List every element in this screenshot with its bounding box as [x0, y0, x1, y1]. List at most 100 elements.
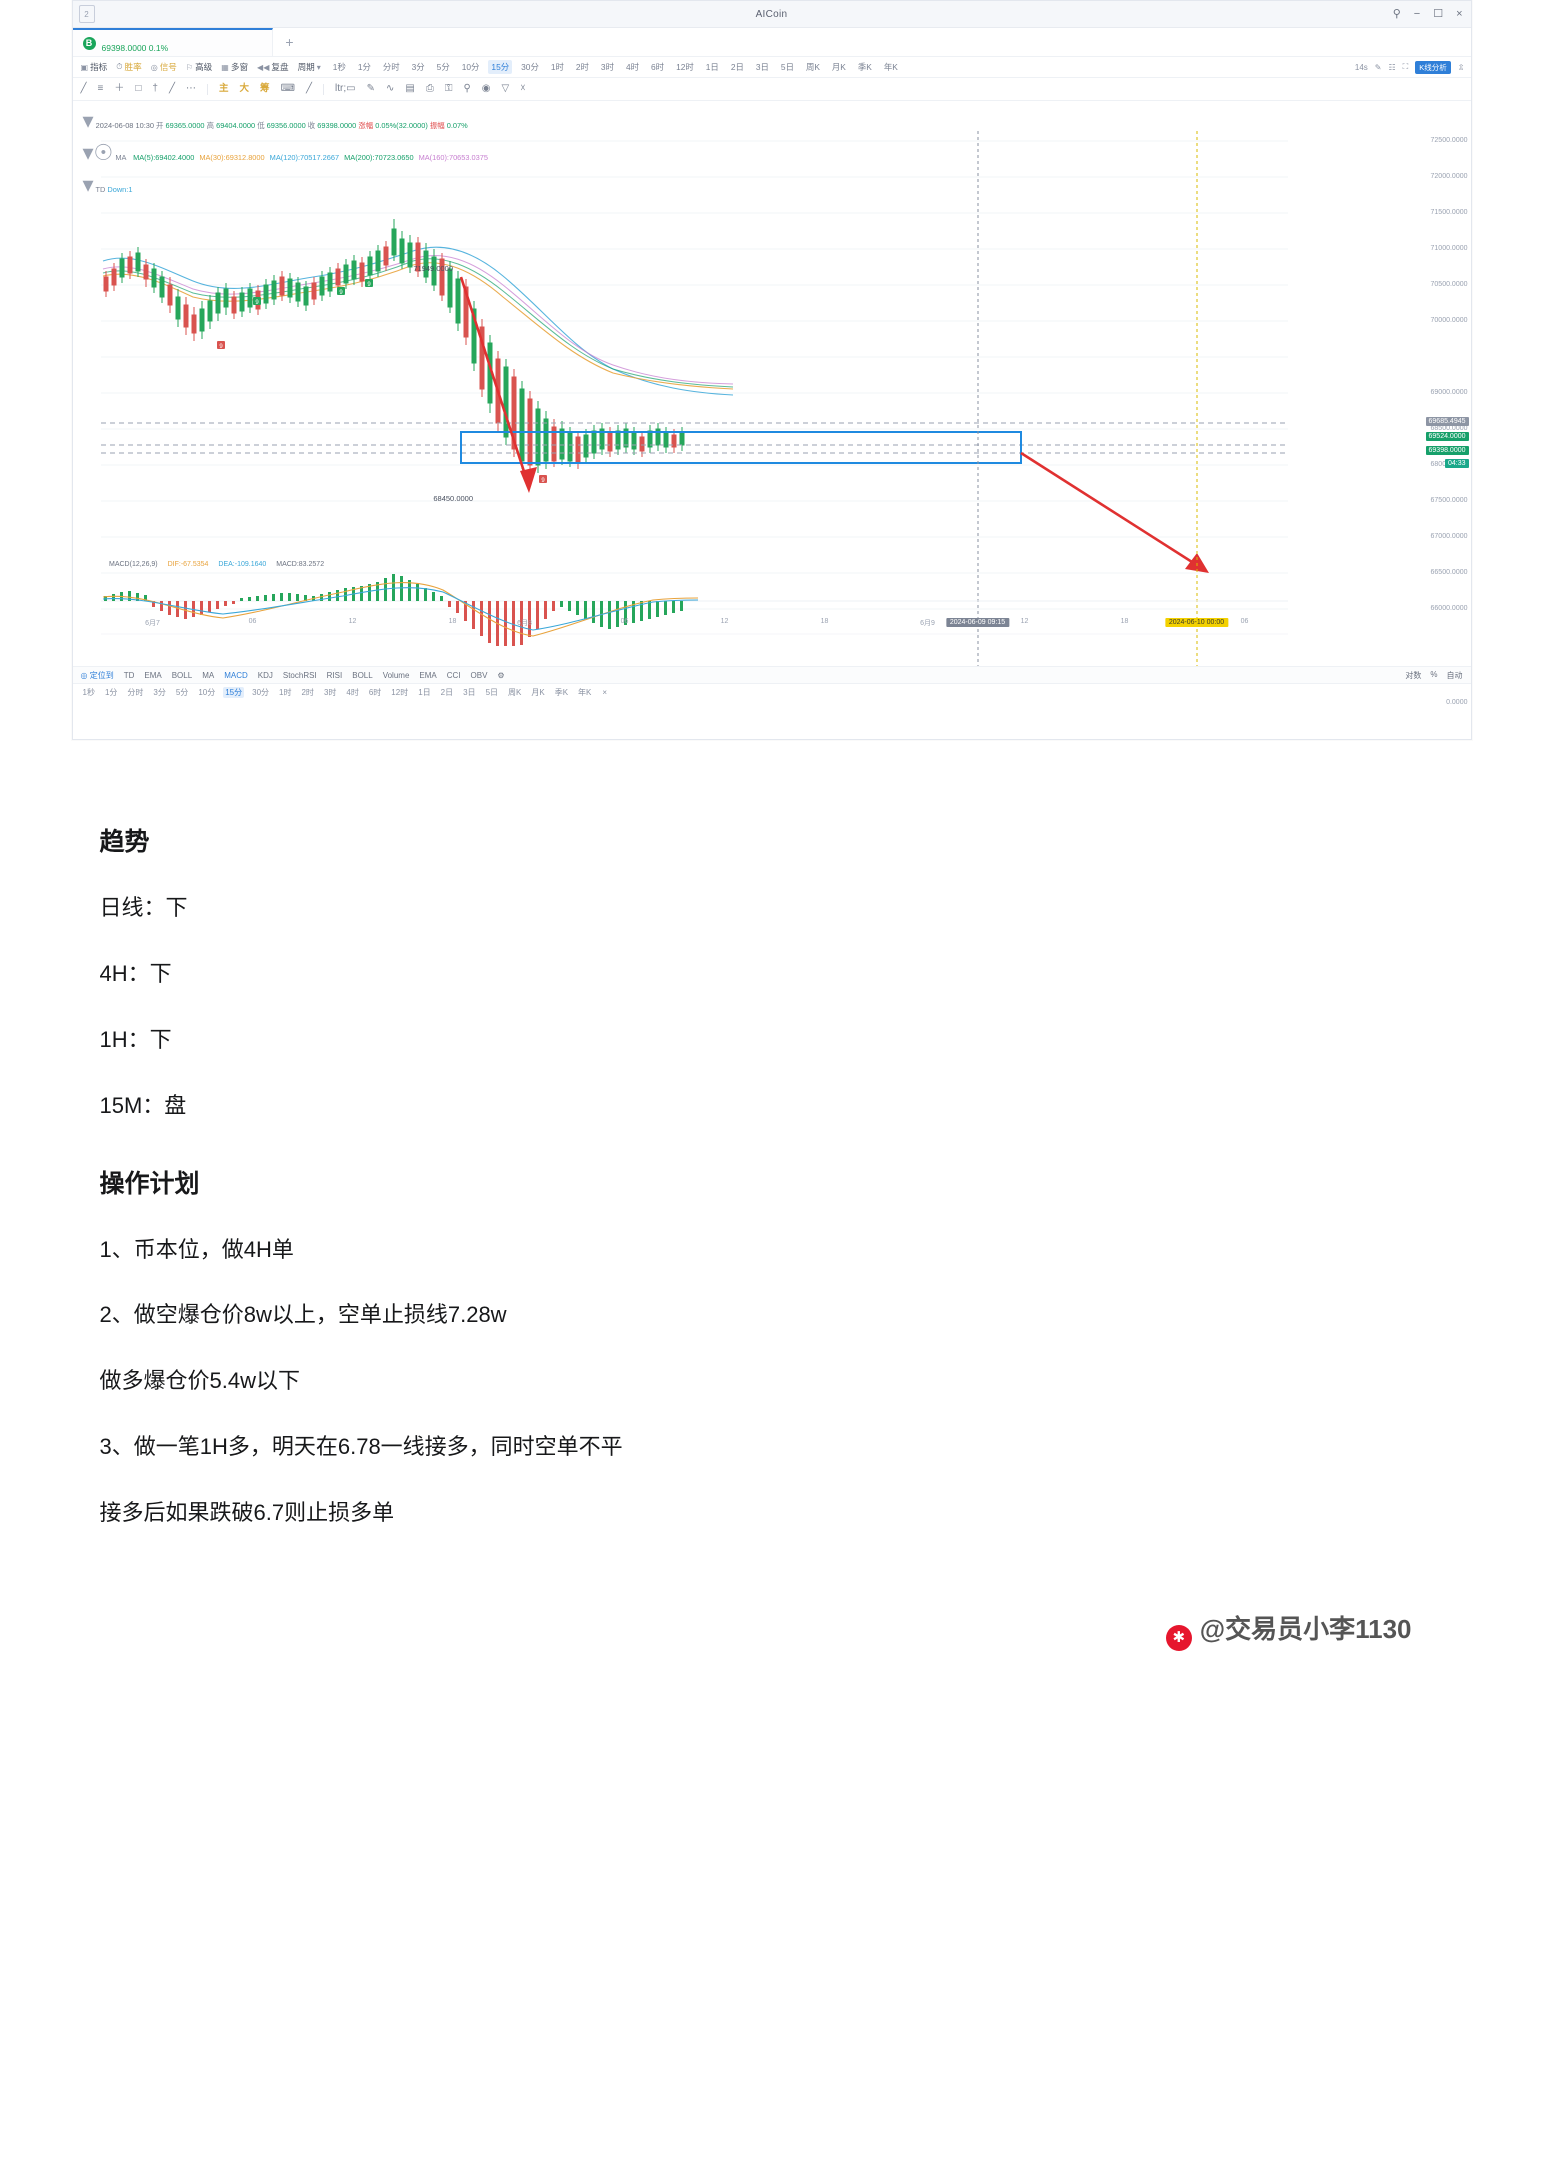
- indicator-EMA[interactable]: EMA: [419, 670, 437, 680]
- bottom-timeframe-1秒[interactable]: 1秒: [82, 687, 95, 697]
- indicator-OBV[interactable]: OBV: [470, 670, 488, 680]
- share-icon[interactable]: ⇫: [1457, 62, 1465, 72]
- close-bar-button[interactable]: ×: [602, 687, 608, 697]
- expand-icon[interactable]: ⛶: [1402, 62, 1409, 71]
- bottom-timeframe-5分[interactable]: 5分: [175, 687, 189, 697]
- timeframe-10分[interactable]: 10分: [461, 62, 480, 72]
- bottom-timeframe-季K[interactable]: 季K: [554, 687, 569, 697]
- bottom-timeframe-1时[interactable]: 1时: [279, 687, 292, 697]
- timeframe-6时[interactable]: 6时: [651, 62, 665, 72]
- timeframe-1分[interactable]: 1分: [357, 62, 371, 72]
- bottom-timeframe-1日[interactable]: 1日: [418, 687, 431, 697]
- add-tab-button[interactable]: +: [285, 34, 294, 50]
- chart-canvas[interactable]: ▾ 2024-06-08 10:30 开 69365.0000 高 69404.…: [72, 101, 1471, 706]
- price-axis[interactable]: 72500.0000 72000.0000 71500.0000 71000.0…: [1409, 101, 1471, 706]
- bottom-timeframe-3分[interactable]: 3分: [153, 687, 166, 697]
- brush-icon[interactable]: ∿: [385, 83, 395, 94]
- timeframe-2日[interactable]: 2日: [730, 62, 744, 72]
- measure-icon[interactable]: ⚲: [463, 83, 471, 94]
- close-icon[interactable]: ×: [1456, 7, 1463, 20]
- bottom-timeframe-15分[interactable]: 15分: [223, 686, 245, 698]
- indicator-EMA[interactable]: EMA: [144, 670, 162, 680]
- timeframe-30分[interactable]: 30分: [521, 62, 539, 72]
- kline-analysis-badge[interactable]: K线分析: [1415, 60, 1451, 74]
- bottom-timeframe-月K[interactable]: 月K: [531, 687, 545, 697]
- indicator-MA[interactable]: MA: [202, 670, 215, 680]
- rectangle-tool-icon[interactable]: □: [135, 83, 142, 94]
- timeframe-1日[interactable]: 1日: [705, 62, 719, 72]
- maximize-button[interactable]: ☐: [1433, 7, 1444, 20]
- indicator-KDJ[interactable]: KDJ: [257, 670, 273, 680]
- time-axis[interactable]: 6月7 06 12 18 6月8 06 12 18 6月9 12 18 06 2…: [73, 618, 1471, 632]
- bookmark-icon[interactable]: ltr;▭: [335, 83, 356, 94]
- bottom-timeframe-2日[interactable]: 2日: [440, 687, 454, 697]
- bottom-timeframe-3日[interactable]: 3日: [463, 687, 476, 697]
- more-tool-icon[interactable]: ⋯: [186, 83, 197, 94]
- lock-icon[interactable]: ⚿: [444, 83, 453, 94]
- toolbar-item-winrate[interactable]: ⏱ 胜率: [116, 61, 141, 73]
- bottom-timeframe-年K[interactable]: 年K: [578, 687, 592, 697]
- big-order-tool[interactable]: 大: [239, 83, 250, 95]
- bottom-timeframe-2时[interactable]: 2时: [301, 687, 314, 697]
- log-scale-toggle[interactable]: 对数: [1405, 670, 1422, 680]
- bottom-timeframe-3时[interactable]: 3时: [323, 687, 337, 697]
- trash-icon[interactable]: ☓: [520, 83, 526, 94]
- indicator-StochRSI[interactable]: StochRSI: [282, 670, 317, 680]
- timeframe-5日[interactable]: 5日: [780, 62, 794, 72]
- filter-icon[interactable]: ▽: [501, 83, 510, 94]
- timeframe-3日[interactable]: 3日: [755, 62, 769, 72]
- indicator-RISI[interactable]: RISI: [326, 670, 343, 680]
- parallel-lines-tool-icon[interactable]: ≡: [97, 83, 104, 94]
- timeframe-季K[interactable]: 季K: [857, 62, 872, 72]
- eraser-icon[interactable]: ✎: [366, 83, 375, 94]
- timeframe-1时[interactable]: 1时: [550, 62, 564, 72]
- toolbar-item-multiwindow[interactable]: ▦ 多窗: [221, 61, 248, 73]
- timeframe-年K[interactable]: 年K: [883, 62, 898, 72]
- timeframe-1秒[interactable]: 1秒: [332, 62, 346, 72]
- indicator-MACD[interactable]: MACD: [224, 670, 248, 680]
- percent-toggle[interactable]: %: [1430, 669, 1438, 679]
- toolbar-item-period[interactable]: 周期 ▾: [298, 61, 321, 73]
- chips-tool[interactable]: 筹: [260, 83, 270, 95]
- bottom-timeframe-30分[interactable]: 30分: [252, 687, 270, 697]
- camera-icon[interactable]: ☷: [1388, 62, 1396, 72]
- bottom-timeframe-分时[interactable]: 分时: [127, 687, 144, 697]
- indicator-Volume[interactable]: Volume: [382, 670, 410, 680]
- settings-icon[interactable]: ⚙: [497, 670, 505, 680]
- timeframe-3时[interactable]: 3时: [600, 62, 614, 72]
- indicator-BOLL[interactable]: BOLL: [171, 670, 193, 680]
- magnet-icon[interactable]: ⌨: [280, 83, 295, 94]
- bottom-timeframe-6时[interactable]: 6时: [368, 687, 382, 697]
- toolbar-item-signal[interactable]: ◎ 信号: [151, 61, 177, 73]
- timeframe-5分[interactable]: 5分: [436, 62, 450, 72]
- timeframe-3分[interactable]: 3分: [411, 62, 425, 72]
- symbol-tab-btcusd[interactable]: B BTC/USD 69398.0000 0.1%: [72, 1, 273, 56]
- trend-line-tool-icon[interactable]: ╱: [168, 83, 176, 94]
- visibility-icon[interactable]: ◉: [481, 83, 491, 94]
- text-tool-icon[interactable]: †: [152, 83, 158, 94]
- bottom-timeframe-4时[interactable]: 4时: [346, 687, 359, 697]
- search-icon[interactable]: ⚲: [1392, 7, 1401, 20]
- timeframe-2时[interactable]: 2时: [575, 62, 589, 72]
- pen-icon[interactable]: ✎: [1374, 62, 1382, 72]
- copy-icon[interactable]: ⎙: [425, 83, 434, 94]
- indicator-TD[interactable]: TD: [123, 670, 135, 680]
- indicator-CCI[interactable]: CCI: [446, 670, 461, 680]
- toolbar-item-indicator[interactable]: ▣ 指标: [81, 61, 108, 73]
- ladder-icon[interactable]: ▤: [405, 83, 415, 94]
- bottom-timeframe-5日[interactable]: 5日: [485, 687, 499, 697]
- cross-tool-icon[interactable]: ＋: [114, 83, 125, 94]
- timeframe-周K[interactable]: 周K: [805, 62, 820, 72]
- timeframe-4时[interactable]: 4时: [625, 62, 640, 72]
- bottom-timeframe-周K[interactable]: 周K: [508, 687, 522, 697]
- minimize-button[interactable]: −: [1413, 7, 1421, 20]
- timeframe-15分[interactable]: 15分: [488, 60, 513, 74]
- auto-scale-toggle[interactable]: 自动: [1446, 670, 1463, 680]
- toolbar-item-replay[interactable]: ◀◀ 复盘: [257, 61, 289, 73]
- bottom-timeframe-10分[interactable]: 10分: [198, 687, 216, 697]
- timeframe-分时[interactable]: 分时: [382, 62, 400, 72]
- indicator-BOLL[interactable]: BOLL: [352, 670, 373, 680]
- timeframe-12时[interactable]: 12时: [676, 62, 694, 72]
- main-force-tool[interactable]: 主: [219, 83, 229, 95]
- locate-button[interactable]: ◎ 定位到: [80, 670, 114, 680]
